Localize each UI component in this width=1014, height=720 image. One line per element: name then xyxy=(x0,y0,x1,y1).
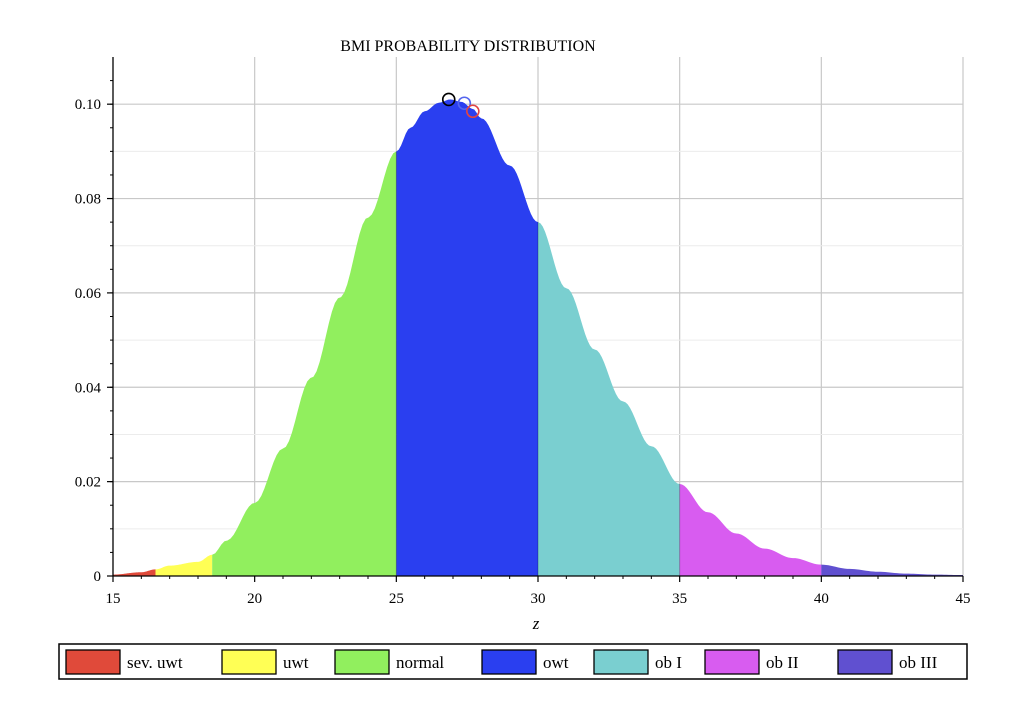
legend-swatch xyxy=(837,649,893,675)
legend-label: ob III xyxy=(899,653,938,672)
axes: 15 20 25 30 35 40 45 0 0.02 0.04 0.06 0.08 0.10 xyxy=(75,57,971,607)
chart-title: BMI PROBABILITY DISTRIBUTION xyxy=(340,38,596,55)
x-tick-label: 35 xyxy=(672,591,687,607)
x-axis-label: z xyxy=(532,614,540,633)
peak-marker xyxy=(466,104,480,119)
peak-marker xyxy=(441,92,456,107)
legend-swatch xyxy=(704,649,760,675)
legend-swatch xyxy=(481,649,537,675)
region-uwt xyxy=(155,554,213,576)
y-tick-label: 0.06 xyxy=(75,286,102,302)
y-tick-label: 0.02 xyxy=(75,475,101,491)
legend-swatch xyxy=(334,649,390,675)
legend-label: sev. uwt xyxy=(127,653,183,672)
legend-swatch xyxy=(65,649,121,675)
region-normal xyxy=(212,151,397,577)
x-tick-label: 20 xyxy=(247,591,262,607)
legend-label: normal xyxy=(396,653,444,672)
legend-label: owt xyxy=(543,653,569,672)
distribution-areas xyxy=(113,99,963,577)
legend-label: ob II xyxy=(766,653,799,672)
region-ob-ii xyxy=(679,484,822,576)
region-ob-iii xyxy=(821,564,963,576)
y-tick-label: 0 xyxy=(94,569,102,585)
legend-swatch xyxy=(593,649,649,675)
y-tick-label: 0.04 xyxy=(75,380,102,396)
y-tick-label: 0.10 xyxy=(75,97,101,113)
region-sev-uwt xyxy=(113,569,156,576)
x-tick-label: 25 xyxy=(389,591,404,607)
legend-label: ob I xyxy=(655,653,682,672)
legend: sev. uwt uwt normal owt ob I ob II ob III xyxy=(58,643,968,680)
markers xyxy=(441,92,480,119)
x-tick-label: 45 xyxy=(956,591,971,607)
x-tick-label: 15 xyxy=(106,591,121,607)
x-tick-label: 40 xyxy=(814,591,829,607)
region-owt xyxy=(396,99,538,576)
legend-label: uwt xyxy=(283,653,309,672)
x-tick-label: 30 xyxy=(531,591,546,607)
legend-swatch xyxy=(221,649,277,675)
peak-marker xyxy=(457,96,472,111)
region-ob-i xyxy=(538,222,680,576)
y-tick-label: 0.08 xyxy=(75,192,101,208)
